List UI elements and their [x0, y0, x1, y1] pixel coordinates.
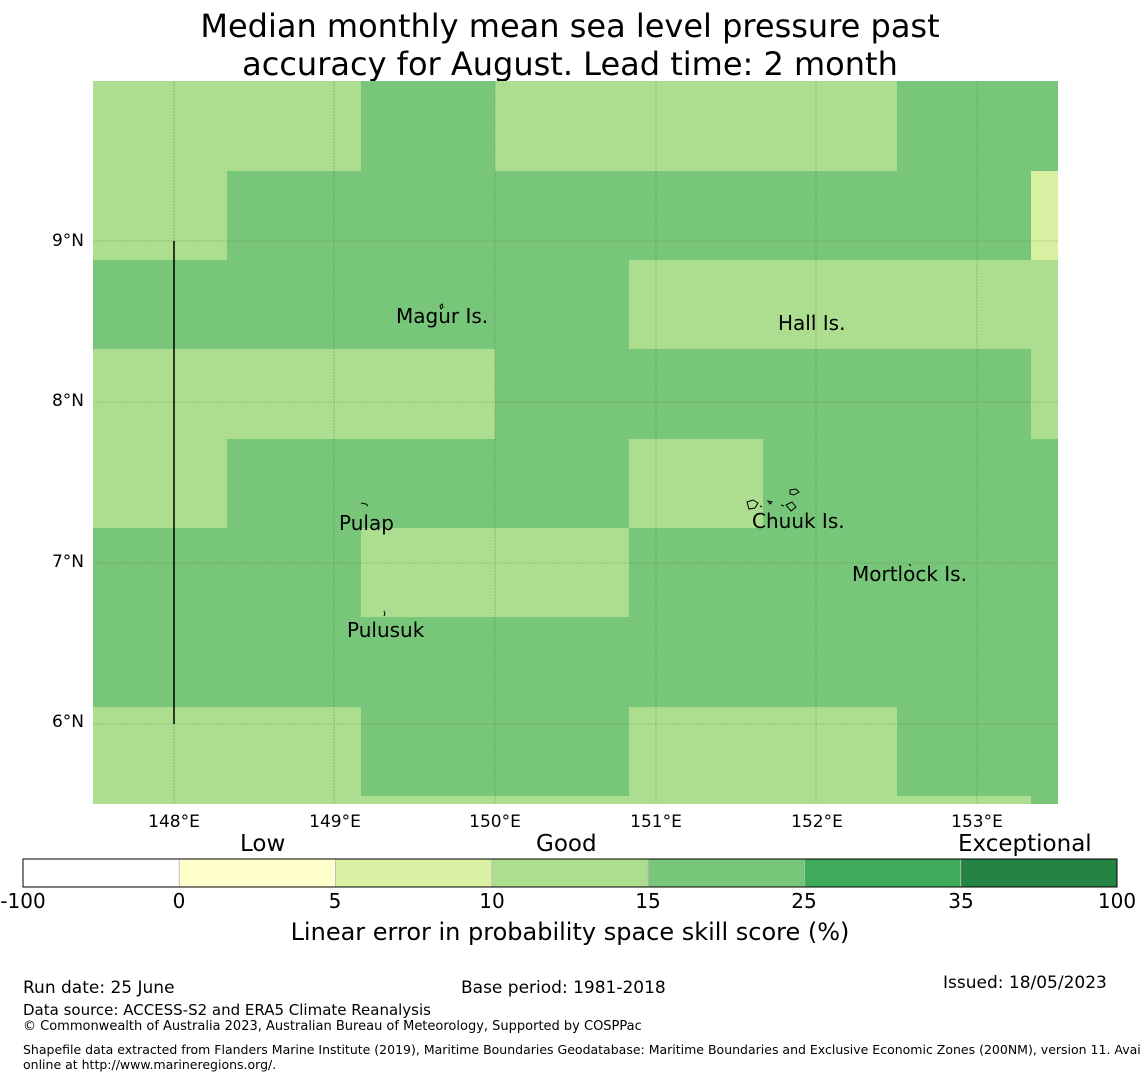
- skill-cell: [227, 439, 629, 528]
- lat-label-6n: 6°N: [51, 712, 84, 732]
- colorbar-tick-label: -100: [0, 889, 46, 913]
- colorbar-segment: [491, 858, 649, 888]
- colorbar-tick-label: 15: [635, 889, 661, 913]
- island-label-pulap: Pulap: [339, 511, 394, 535]
- colorbar: [22, 858, 1118, 888]
- run-date: Run date: 25 June: [23, 978, 175, 998]
- legend-category-low: Low: [240, 831, 286, 857]
- legend-category-exceptional: Exceptional: [958, 831, 1092, 857]
- copyright-notice: © Commonwealth of Australia 2023, Austra…: [23, 1019, 642, 1034]
- colorbar-segment: [22, 858, 180, 888]
- colorbar-tick-label: 0: [172, 889, 186, 913]
- lon-label-150e: 150°E: [469, 812, 521, 832]
- skill-cell: [93, 349, 495, 439]
- lon-label-153e: 153°E: [951, 812, 1003, 832]
- colorbar-segment: [335, 858, 493, 888]
- mortlock-outline: [908, 563, 912, 567]
- colorbar-title: Linear error in probability space skill …: [290, 918, 850, 946]
- skill-cell: [93, 528, 361, 617]
- skill-cell: [629, 707, 897, 804]
- skill-cell: [897, 81, 1058, 171]
- chuuk-outline: [746, 488, 800, 512]
- base-period: Base period: 1981-2018: [461, 978, 666, 998]
- skill-cell: [93, 439, 227, 528]
- skill-cell: [93, 260, 629, 349]
- magur-outline: [439, 303, 444, 310]
- colorbar-tick-label: 10: [479, 889, 505, 913]
- island-label-hall: Hall Is.: [778, 311, 846, 335]
- colorbar-tick-label: 25: [791, 889, 817, 913]
- island-label-magur: Magur Is.: [396, 304, 489, 328]
- colorbar-frame: [22, 858, 1118, 888]
- pulusuk-outline: [383, 610, 386, 617]
- lat-label-7n: 7°N: [51, 552, 84, 572]
- colorbar-segment: [647, 858, 805, 888]
- map-title-line-2: accuracy for August. Lead time: 2 month: [242, 45, 898, 83]
- skill-cell: [897, 707, 1058, 796]
- colorbar-tick-label: 100: [1097, 889, 1137, 913]
- skill-cell: [1031, 349, 1058, 439]
- shapefile-credit-line-2: online at http://www.marineregions.org/.: [23, 1057, 277, 1072]
- shapefile-credit-line-1: Shapefile data extracted from Flanders M…: [23, 1042, 1140, 1057]
- skill-cell: [93, 171, 227, 260]
- lat-label-9n: 9°N: [51, 231, 84, 251]
- map-title-line-1: Median monthly mean sea level pressure p…: [200, 7, 940, 45]
- island-label-mortlock: Mortlock Is.: [852, 562, 967, 586]
- lon-label-149e: 149°E: [309, 812, 361, 832]
- lon-label-148e: 148°E: [148, 812, 200, 832]
- skill-cell: [361, 528, 629, 617]
- legend-category-good: Good: [536, 831, 597, 857]
- skill-cell: [93, 617, 1058, 707]
- island-label-pulusuk: Pulusuk: [347, 618, 425, 642]
- skill-cell: [629, 439, 763, 528]
- colorbar-segment: [178, 858, 336, 888]
- skill-cell: [629, 528, 1058, 617]
- hall-outline: [811, 315, 814, 318]
- island-label-chuuk: Chuuk Is.: [752, 509, 845, 533]
- skill-grid: [93, 81, 1058, 804]
- issued-date: Issued: 18/05/2023: [943, 973, 1107, 993]
- colorbar-tick-label: 35: [948, 889, 974, 913]
- colorbar-segment: [804, 858, 962, 888]
- skill-cell: [93, 707, 361, 804]
- skill-cell: [897, 796, 1031, 804]
- graticule: [93, 81, 1058, 804]
- skill-cell: [361, 81, 495, 171]
- skill-cell: [93, 81, 361, 171]
- colorbar-tick-label: 5: [328, 889, 342, 913]
- skill-cell: [495, 81, 897, 171]
- data-source: Data source: ACCESS-S2 and ERA5 Climate …: [23, 1001, 431, 1019]
- pulap-outline: [360, 502, 369, 507]
- skill-cell: [1031, 796, 1058, 804]
- colorbar-segment: [960, 858, 1118, 888]
- skill-cell: [227, 171, 1031, 260]
- lon-label-152e: 152°E: [791, 812, 843, 832]
- skill-cell: [495, 349, 1031, 439]
- skill-cell: [1031, 171, 1058, 260]
- lat-label-8n: 8°N: [51, 391, 84, 411]
- skill-cell: [763, 439, 1058, 528]
- skill-cell: [629, 260, 1058, 349]
- island-outlines: [360, 303, 912, 617]
- lon-label-151e: 151°E: [630, 812, 682, 832]
